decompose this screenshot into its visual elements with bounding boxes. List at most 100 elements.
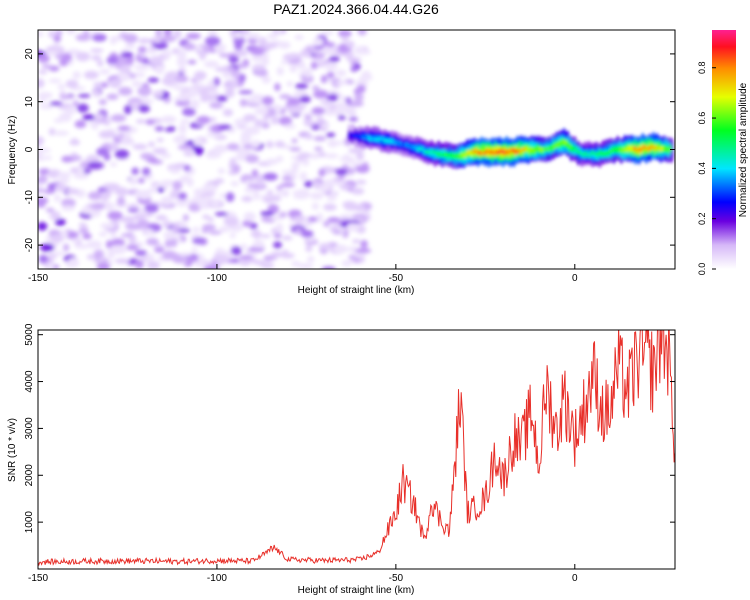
ridge-cell: [617, 146, 621, 151]
noise-blob: [124, 43, 136, 50]
chart-title: PAZ1.2024.366.04.44.G26: [273, 1, 439, 17]
noise-blob: [152, 90, 165, 98]
ridge-cell: [639, 147, 642, 153]
noise-blob: [105, 239, 113, 249]
noise-blob: [161, 77, 176, 86]
noise-blob: [93, 82, 103, 88]
noise-blob: [259, 234, 271, 239]
noise-blob: [81, 205, 90, 215]
noise-blob: [295, 83, 309, 90]
noise-blob: [351, 161, 362, 167]
ridge-cell: [351, 133, 355, 137]
noise-blob: [280, 60, 290, 65]
noise-blob: [314, 146, 323, 152]
noise-blob: [262, 172, 278, 181]
noise-blob: [195, 73, 204, 82]
ridge-cell: [462, 153, 465, 158]
noise-blob: [139, 207, 146, 215]
noise-blob: [180, 91, 193, 97]
noise-blob: [191, 247, 198, 253]
noise-blob: [250, 230, 262, 238]
noise-blob: [50, 211, 61, 221]
noise-blob: [49, 101, 63, 106]
noise-blob: [137, 177, 145, 184]
noise-blob: [354, 46, 367, 55]
noise-blob: [180, 119, 190, 124]
noise-blob: [147, 77, 160, 83]
noise-blob: [326, 61, 336, 70]
noise-blob: [218, 225, 230, 233]
noise-blob: [140, 191, 151, 200]
noise-blob: [139, 257, 149, 262]
noise-blob: [169, 189, 181, 199]
noise-region: [38, 30, 373, 269]
noise-blob: [214, 66, 230, 72]
noise-blob: [38, 175, 48, 184]
noise-blob: [134, 64, 150, 71]
ridge-cell: [369, 137, 373, 142]
ridge-cell: [574, 146, 578, 152]
noise-blob: [128, 177, 139, 186]
noise-blob: [214, 211, 229, 217]
noise-blob: [328, 55, 340, 62]
noise-blob: [59, 112, 72, 122]
noise-blob: [162, 49, 172, 58]
noise-blob: [335, 80, 349, 86]
noise-blob: [162, 221, 172, 228]
noise-blob: [138, 104, 150, 113]
ridge-cell: [529, 146, 532, 152]
noise-blob: [304, 180, 313, 188]
noise-blob: [140, 97, 149, 103]
noise-blob: [263, 42, 278, 49]
ridge-cell: [657, 146, 660, 151]
y-tick-label: 0: [24, 146, 35, 152]
noise-blob: [170, 238, 178, 248]
noise-blob: [153, 42, 168, 50]
noise-blob: [38, 152, 44, 157]
noise-blob: [77, 93, 91, 98]
ridge-cell: [525, 146, 528, 152]
snr-frame: [37, 329, 676, 570]
snr-y-label: SNR (10 * v/v): [7, 418, 18, 482]
ridge-cell: [495, 149, 499, 155]
noise-blob: [179, 252, 192, 257]
ridge-cell: [641, 144, 644, 150]
noise-blob: [282, 53, 295, 61]
ridge-cell: [666, 146, 670, 152]
noise-blob: [65, 79, 79, 89]
ridge-cell: [509, 147, 513, 153]
noise-blob: [202, 214, 210, 220]
noise-blob: [148, 141, 155, 148]
noise-blob: [266, 189, 274, 195]
noise-blob: [310, 61, 318, 70]
noise-blob: [321, 30, 334, 36]
x-tick-label: -50: [389, 273, 404, 284]
noise-blob: [305, 47, 313, 52]
noise-blob: [66, 48, 81, 56]
ridge-cell: [513, 148, 516, 154]
noise-blob: [88, 209, 98, 217]
noise-blob: [254, 107, 269, 115]
noise-blob: [315, 212, 324, 223]
ridge-cell: [373, 137, 377, 142]
noise-blob: [338, 30, 352, 38]
noise-blob: [299, 171, 308, 182]
noise-blob: [157, 187, 165, 193]
noise-blob: [134, 72, 146, 78]
ridge-cell: [397, 141, 400, 146]
ridge-cell: [349, 133, 353, 137]
noise-blob: [307, 216, 318, 223]
noise-blob: [38, 222, 48, 231]
noise-blob: [292, 190, 303, 196]
noise-blob: [230, 181, 239, 187]
noise-blob: [173, 30, 182, 39]
noise-blob: [194, 145, 204, 156]
noise-blob: [160, 35, 177, 43]
colorbar-tick-label: 0.8: [697, 61, 707, 74]
ridge-cell: [586, 153, 589, 158]
noise-blob: [50, 234, 64, 243]
noise-blob: [279, 94, 292, 100]
noise-blob: [160, 179, 175, 186]
noise-blob: [312, 38, 325, 45]
